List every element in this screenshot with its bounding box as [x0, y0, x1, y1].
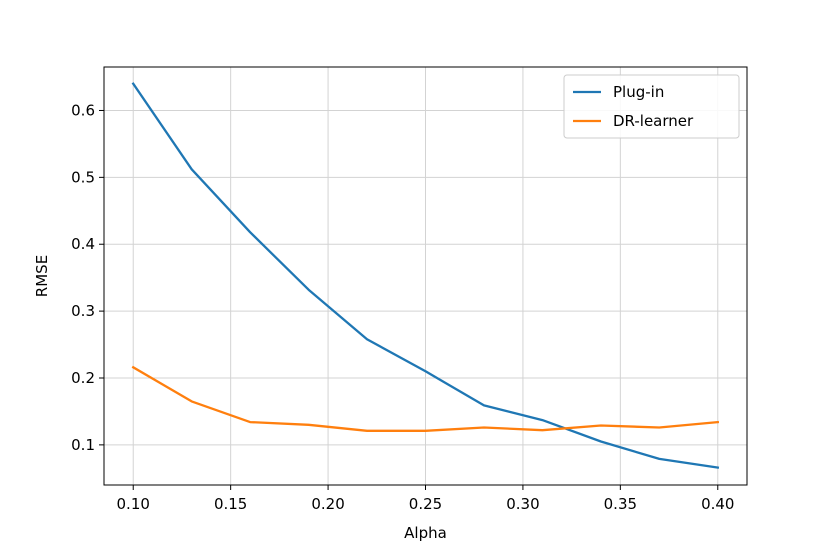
x-axis-label: Alpha: [404, 524, 447, 542]
y-tick-label: 0.2: [71, 369, 95, 387]
legend-box: [563, 74, 740, 139]
y-tick-label: 0.6: [71, 101, 95, 119]
x-tick-label: 0.20: [311, 495, 344, 513]
legend-label: Plug-in: [613, 83, 664, 101]
series-line-dr-learner: [131, 365, 720, 432]
y-axis-label: RMSE: [33, 255, 51, 297]
series-lines: [131, 82, 720, 469]
legend-label: DR-learner: [613, 112, 694, 130]
x-tick-label: 0.35: [604, 495, 637, 513]
x-tick-label: 0.30: [506, 495, 539, 513]
x-tick-label: 0.15: [214, 495, 247, 513]
y-axis-ticks: 0.1 0.2 0.3 0.4 0.5 0.6: [71, 101, 104, 454]
series-line-plug-in: [131, 82, 720, 469]
x-tick-label: 0.25: [409, 495, 442, 513]
y-tick-label: 0.5: [71, 168, 95, 186]
y-tick-label: 0.1: [71, 436, 95, 454]
x-tick-label: 0.40: [701, 495, 734, 513]
y-tick-label: 0.3: [71, 302, 95, 320]
x-tick-label: 0.10: [117, 495, 150, 513]
legend: Plug-in DR-learner: [563, 74, 740, 139]
y-tick-label: 0.4: [71, 235, 95, 253]
x-axis-ticks: 0.10 0.15 0.20 0.25 0.30 0.35 0.40: [117, 485, 734, 513]
